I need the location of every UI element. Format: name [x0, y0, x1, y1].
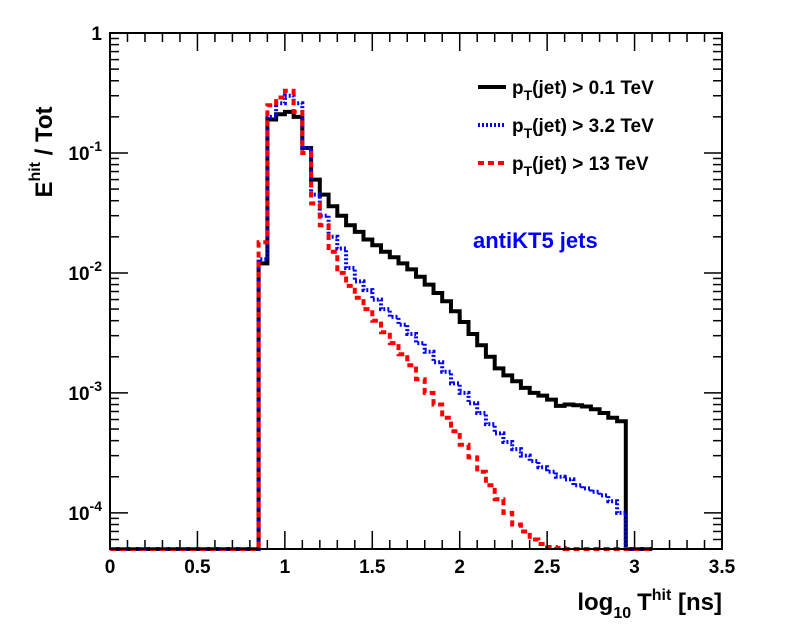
x-tick-label: 3: [629, 557, 640, 578]
series-line-2: [110, 88, 653, 551]
x-axis: 0 0.5 1 1.5 2 2.5 3 3.5: [105, 33, 736, 578]
y-tick-label: 1: [91, 24, 102, 45]
x-tick-label: 1: [280, 557, 291, 578]
x-axis-title-unit: [ns]: [671, 589, 722, 616]
x-axis-title-var: T: [637, 589, 652, 616]
y-tick-label: 10-4: [68, 498, 102, 525]
series-layer: [110, 88, 653, 551]
x-tick-label: 1.5: [359, 557, 386, 578]
legend-label-1: pT(jet) > 3.2 TeV: [512, 116, 654, 141]
y-axis: 10-4 10-3 10-2 10-1 1: [68, 24, 722, 550]
x-axis-title-sub: 10: [613, 605, 631, 622]
y-tick-label: 10-2: [68, 258, 102, 285]
annotation-text: antiKT5 jets: [473, 228, 598, 253]
x-tick-label: 3.5: [709, 557, 736, 578]
y-tick-label: 10-1: [68, 138, 102, 165]
x-axis-title-sup: hit: [652, 587, 672, 604]
x-tick-label: 2: [454, 557, 465, 578]
x-tick-label: 0: [105, 557, 116, 578]
series-line-1: [110, 93, 653, 551]
x-axis-title-main: log: [577, 589, 613, 616]
x-axis-title: log10 Thit [ns]: [577, 587, 722, 622]
y-tick-label: 10-3: [68, 378, 102, 405]
x-tick-label: 2.5: [534, 557, 561, 578]
y-axis-title-sup: hit: [27, 161, 44, 181]
legend-label-2: pT(jet) > 13 TeV: [512, 154, 649, 179]
legend-label-0: pT(jet) > 0.1 TeV: [512, 78, 654, 103]
x-tick-label: 0.5: [184, 557, 211, 578]
y-axis-title: Ehit / Tot: [27, 106, 58, 197]
series-line-0: [110, 109, 653, 551]
legend: pT(jet) > 0.1 TeV pT(jet) > 3.2 TeV pT(jet…: [478, 78, 654, 179]
y-axis-title-var: E: [31, 182, 58, 198]
y-axis-title-rest: / Tot: [31, 106, 58, 162]
